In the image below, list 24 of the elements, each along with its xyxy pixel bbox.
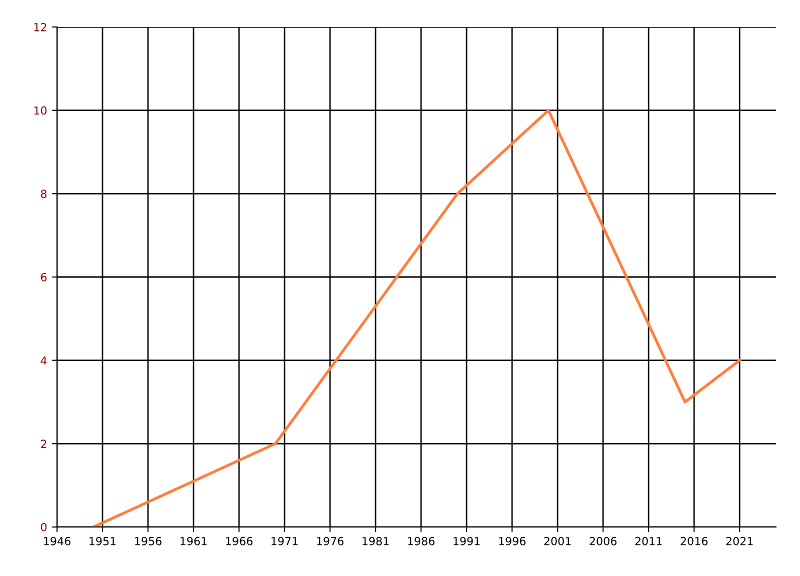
x-tick-label: 1991 <box>454 536 480 546</box>
y-tick-label: 4 <box>40 356 47 365</box>
y-tick-label: 6 <box>40 272 47 282</box>
x-tick-label: 1966 <box>226 536 252 546</box>
x-tick-label: 2021 <box>726 536 753 546</box>
x-tick-label: 2011 <box>635 536 662 546</box>
x-tick-label: 1946 <box>44 536 70 546</box>
x-tick-label: 2006 <box>590 536 617 546</box>
x-tick-label: 1971 <box>272 536 298 546</box>
x-tick-label: 1976 <box>317 536 344 546</box>
y-tick-label: 8 <box>40 190 47 198</box>
x-tick-label: 1986 <box>408 536 434 546</box>
y-tick-label: 2 <box>41 440 46 448</box>
x-tick-label: 2016 <box>680 536 708 546</box>
x-tick-label: 1996 <box>499 536 526 546</box>
y-tick-label: 12 <box>34 22 46 32</box>
x-tick-label: 1956 <box>135 536 162 546</box>
line-series <box>92 108 741 527</box>
x-tick-label: 1981 <box>362 536 389 546</box>
x-tick-label: 2001 <box>544 536 571 546</box>
y-tick-label: 0 <box>40 522 47 532</box>
x-tick-label: 1951 <box>90 536 116 546</box>
x-tick-label: 1961 <box>180 536 207 546</box>
y-tick-label: 10 <box>34 106 47 115</box>
